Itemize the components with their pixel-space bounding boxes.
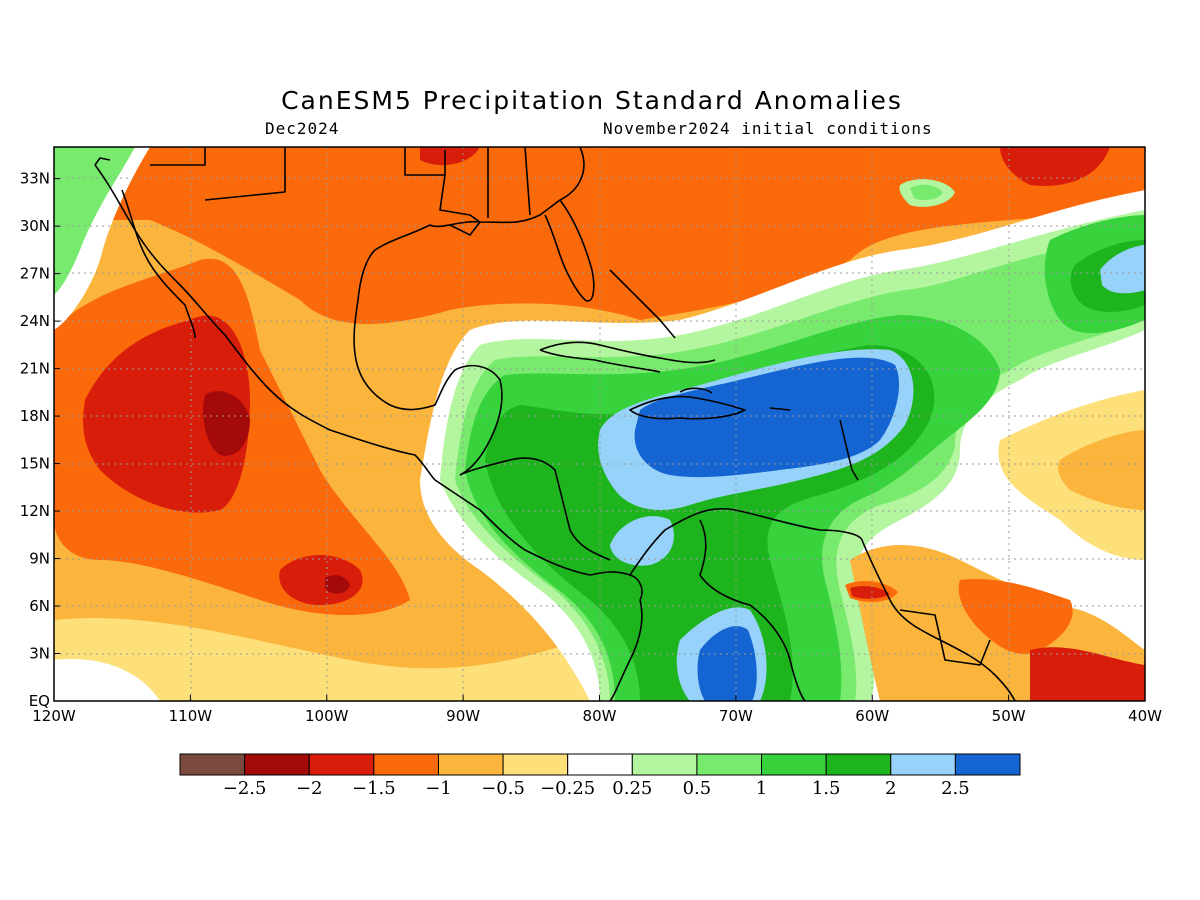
- legend-swatch: [954, 753, 1021, 776]
- forecast-month: Dec2024: [265, 119, 340, 138]
- legend-swatch: [308, 753, 375, 776]
- legend-label: 2: [885, 778, 896, 799]
- legend-label: −0.5: [481, 778, 525, 799]
- legend-label: 1: [756, 778, 767, 799]
- x-tick-label: 50W: [992, 707, 1026, 725]
- legend-label: −1.5: [352, 778, 396, 799]
- y-tick-label: 21N: [20, 360, 50, 378]
- legend-swatch: [373, 753, 439, 776]
- x-tick-label: 70W: [719, 707, 753, 725]
- legend-swatch: [761, 753, 827, 776]
- legend-label: −1: [425, 778, 452, 799]
- y-tick-label: 18N: [20, 407, 50, 425]
- latitude-axis: EQ 3N 6N 9N 12N 15N 18N 21N 24N 27N 30N 33N: [20, 170, 60, 710]
- y-tick-label: 30N: [20, 217, 50, 235]
- x-tick-label: 40W: [1128, 707, 1162, 725]
- y-tick-label: 33N: [20, 170, 50, 188]
- legend-label: −0.25: [540, 778, 595, 799]
- legend-label: −2.5: [223, 778, 267, 799]
- coastlines: [94, 147, 1016, 701]
- map-title: CanESM5 Precipitation Standard Anomalies: [281, 86, 903, 115]
- legend-swatch: [502, 753, 569, 776]
- grid-lines: [54, 147, 1145, 701]
- legend-swatch: [244, 753, 310, 776]
- x-tick-label: 120W: [32, 707, 76, 725]
- legend-swatch: [437, 753, 504, 776]
- x-tick-label: 80W: [583, 707, 617, 725]
- legend-label: 0.25: [612, 778, 652, 799]
- legend-label: 1.5: [812, 778, 841, 799]
- y-tick-label: 9N: [29, 550, 50, 568]
- y-tick-label: 27N: [20, 265, 50, 283]
- legend-swatch: [825, 753, 892, 776]
- legend-label: 2.5: [941, 778, 970, 799]
- y-tick-label: 6N: [29, 597, 50, 615]
- x-tick-label: 100W: [305, 707, 349, 725]
- y-tick-label: 15N: [20, 455, 50, 473]
- y-tick-label: 24N: [20, 312, 50, 330]
- y-tick-label: EQ: [29, 692, 50, 710]
- legend-label: −2: [296, 778, 323, 799]
- x-tick-label: 90W: [446, 707, 480, 725]
- longitude-axis: 120W 110W 100W 90W 80W 70W 60W 50W 40W: [32, 695, 1162, 725]
- legend-swatch: [631, 753, 698, 776]
- y-tick-label: 3N: [29, 645, 50, 663]
- legend-swatch: [567, 753, 633, 776]
- y-tick-label: 12N: [20, 502, 50, 520]
- legend-swatch: [179, 753, 246, 776]
- anomaly-field: [54, 147, 1145, 701]
- x-tick-label: 60W: [855, 707, 889, 725]
- legend-swatch: [890, 753, 956, 776]
- legend-swatch: [696, 753, 763, 776]
- legend-label: 0.5: [683, 778, 712, 799]
- initial-conditions-label: November2024 initial conditions: [603, 119, 933, 138]
- color-legend: −2.5 −2 −1.5 −1 −0.5 −0.25 0.25 0.5 1 1.5 2 2.5: [179, 753, 1021, 799]
- x-tick-label: 110W: [169, 707, 213, 725]
